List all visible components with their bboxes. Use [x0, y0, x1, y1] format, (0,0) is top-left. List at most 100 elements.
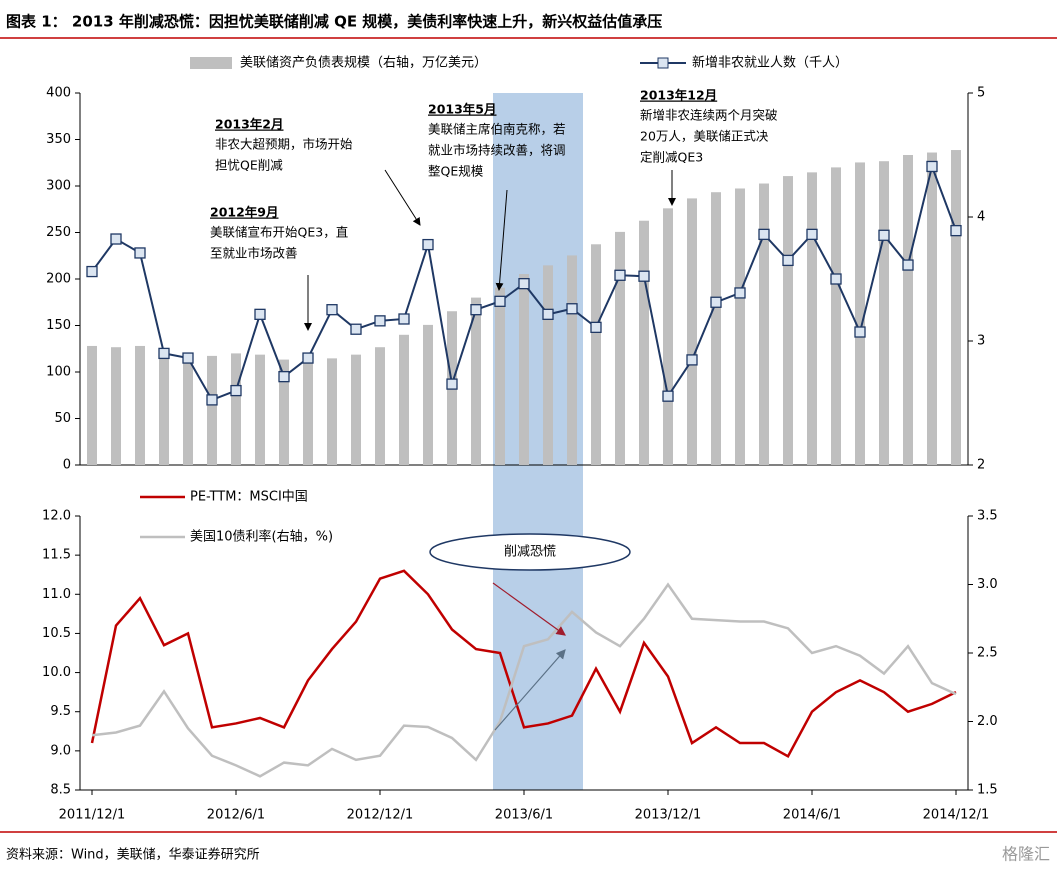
annotation-title: 2012年9月 — [210, 205, 279, 220]
arrow — [494, 649, 566, 731]
bar — [807, 172, 817, 466]
line — [90, 569, 957, 759]
marker — [158, 347, 170, 360]
marker — [806, 228, 818, 241]
y-tick-label: 11.0 — [42, 587, 71, 602]
marker — [422, 238, 434, 251]
bar — [279, 359, 289, 465]
x-tick-label: 2014/6/1 — [783, 808, 841, 823]
y-tick-label: 9.0 — [50, 743, 71, 758]
bar — [135, 345, 145, 465]
x-tick-label: 2013/6/1 — [495, 808, 553, 823]
annotation: 削减恐慌 — [504, 545, 556, 560]
line — [91, 582, 957, 778]
y-tick-label: 400 — [46, 86, 71, 101]
marker — [590, 321, 602, 334]
y2-tick-label: 5 — [977, 86, 985, 101]
marker — [470, 304, 482, 316]
marker — [950, 224, 962, 237]
annotation-text: 非农大超预期，市场开始 — [215, 137, 353, 152]
bar — [183, 354, 193, 465]
bottom-panel: 8.5 9.0 9.5 10.0 10.5 11.0 11.5 12.0 1.5 2.0 2.5 3.… — [42, 490, 998, 823]
bar — [543, 265, 553, 465]
marker — [734, 287, 746, 299]
bar — [759, 183, 769, 465]
y2-tick-label: 2.5 — [977, 646, 998, 661]
marker — [830, 273, 842, 285]
y-tick-label: 10.5 — [42, 626, 71, 641]
y2-tick-label: 3.0 — [977, 577, 998, 592]
y2-tick-label: 3.5 — [977, 509, 998, 524]
legend-label: 美国10债利率(右轴，%) — [190, 529, 333, 545]
bar — [87, 345, 97, 465]
bar — [831, 167, 841, 465]
bar — [327, 358, 337, 465]
bar — [111, 347, 121, 465]
bar — [471, 297, 481, 465]
marker — [254, 308, 266, 320]
annotation-text: 定削减QE3 — [640, 150, 703, 165]
bar — [687, 198, 697, 465]
marker — [614, 269, 626, 281]
y-tick-label: 350 — [46, 132, 71, 147]
annotation-text: 20万人，美联储正式决 — [640, 129, 769, 144]
legend-swatch — [190, 57, 232, 69]
bar — [255, 354, 265, 465]
marker — [278, 370, 290, 383]
x-tick-label: 2012/6/1 — [207, 808, 265, 823]
marker — [110, 233, 122, 245]
bar — [567, 255, 577, 465]
marker — [326, 304, 338, 316]
annotation-title: 2013年5月 — [428, 102, 497, 117]
bar — [927, 152, 937, 465]
bar — [591, 244, 601, 465]
bar — [639, 220, 649, 465]
marker — [758, 228, 770, 241]
legend-swatch — [657, 57, 669, 69]
bar — [351, 354, 361, 465]
marker — [782, 254, 794, 267]
bar — [231, 353, 241, 465]
watermark: 格隆汇 — [1002, 845, 1050, 864]
annotation-ellipse — [429, 533, 631, 571]
marker — [686, 354, 698, 366]
x-tick-label: 2013/12/1 — [635, 808, 702, 823]
y-tick-label: 100 — [46, 365, 71, 380]
bar — [423, 324, 433, 465]
y2-tick-label: 2.0 — [977, 714, 998, 729]
bar — [495, 287, 505, 465]
bar — [519, 274, 529, 465]
bar — [735, 188, 745, 466]
bar — [303, 357, 313, 465]
x-tick-label: 2014/12/1 — [923, 808, 990, 823]
title: 图表 1： 2013 年削减恐慌：因担忧美联储削减 QE 规模，美债利率快速上升… — [6, 13, 662, 31]
y-tick-label: 300 — [46, 179, 71, 194]
annotation-text: 整QE规模 — [428, 164, 484, 179]
annotation-text: 新增非农连续两个月突破 — [640, 108, 778, 123]
y-tick-label: 9.5 — [50, 704, 71, 719]
bar — [615, 231, 625, 465]
marker — [206, 394, 218, 406]
bar — [951, 150, 961, 466]
annotation-text: 担忧QE削减 — [215, 158, 283, 173]
y2-tick-label: 2 — [977, 458, 985, 473]
annotation-title: 2013年2月 — [215, 117, 284, 132]
marker — [662, 390, 674, 402]
annotation-text: 美联储主席伯南克称，若 — [428, 122, 566, 137]
y-tick-label: 12.0 — [42, 509, 71, 524]
y-tick-label: 8.5 — [50, 783, 71, 798]
marker — [902, 259, 914, 271]
marker — [878, 229, 890, 241]
marker — [398, 313, 410, 325]
bar — [375, 347, 385, 465]
marker — [854, 326, 866, 338]
marker — [926, 160, 938, 173]
marker — [542, 308, 554, 320]
marker — [230, 384, 242, 397]
annotation-text: 至就业市场改善 — [210, 246, 298, 261]
annotation-text: 就业市场持续改善，将调 — [428, 143, 566, 158]
y-tick-label: 250 — [46, 225, 71, 240]
x-tick-label: 2012/12/1 — [347, 808, 414, 823]
bar — [399, 334, 409, 465]
legend-label: 美联储资产负债表规模（右轴，万亿美元） — [240, 56, 487, 71]
